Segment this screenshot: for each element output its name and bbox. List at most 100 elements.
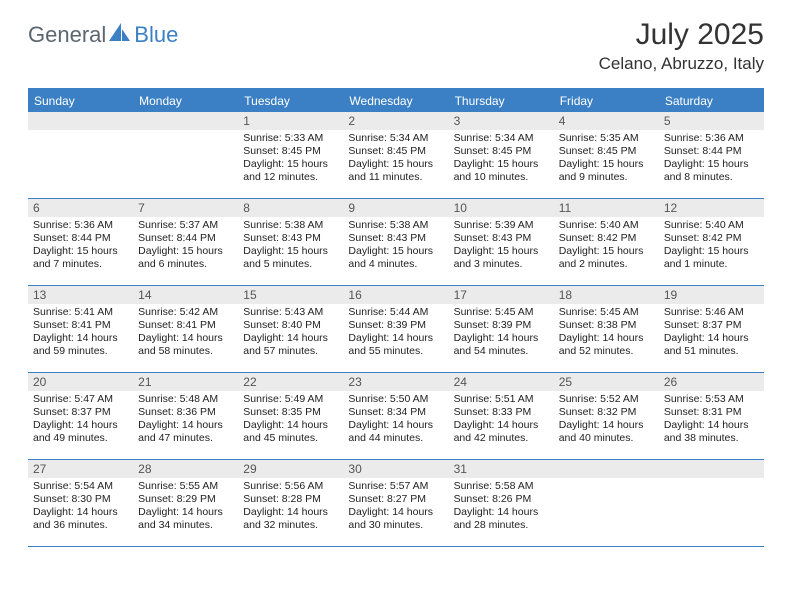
day-number: 21 (133, 373, 238, 391)
day-line: Sunset: 8:31 PM (664, 406, 759, 419)
day-line: Sunrise: 5:41 AM (33, 306, 128, 319)
day-cell: 27Sunrise: 5:54 AMSunset: 8:30 PMDayligh… (28, 460, 133, 546)
day-line: Sunset: 8:44 PM (138, 232, 233, 245)
day-number: 1 (238, 112, 343, 130)
day-line: Sunset: 8:43 PM (454, 232, 549, 245)
day-body: Sunrise: 5:45 AMSunset: 8:39 PMDaylight:… (449, 304, 554, 363)
day-line: and 44 minutes. (348, 432, 443, 445)
day-cell: 7Sunrise: 5:37 AMSunset: 8:44 PMDaylight… (133, 199, 238, 285)
day-body: Sunrise: 5:33 AMSunset: 8:45 PMDaylight:… (238, 130, 343, 189)
day-line: Daylight: 15 hours (664, 158, 759, 171)
day-line: Daylight: 14 hours (664, 419, 759, 432)
day-body: Sunrise: 5:58 AMSunset: 8:26 PMDaylight:… (449, 478, 554, 537)
day-line: Sunrise: 5:52 AM (559, 393, 654, 406)
day-line: Sunrise: 5:33 AM (243, 132, 338, 145)
calendar: SundayMondayTuesdayWednesdayThursdayFrid… (28, 88, 764, 547)
day-number: 3 (449, 112, 554, 130)
day-line: Sunset: 8:26 PM (454, 493, 549, 506)
day-body: Sunrise: 5:56 AMSunset: 8:28 PMDaylight:… (238, 478, 343, 537)
dow-header-cell: Thursday (449, 90, 554, 112)
day-body: Sunrise: 5:55 AMSunset: 8:29 PMDaylight:… (133, 478, 238, 537)
day-line: Daylight: 14 hours (348, 332, 443, 345)
location-subtitle: Celano, Abruzzo, Italy (599, 54, 764, 74)
day-body (554, 478, 659, 484)
day-body: Sunrise: 5:34 AMSunset: 8:45 PMDaylight:… (449, 130, 554, 189)
day-line: Sunrise: 5:39 AM (454, 219, 549, 232)
day-line: Daylight: 14 hours (138, 332, 233, 345)
day-body: Sunrise: 5:36 AMSunset: 8:44 PMDaylight:… (28, 217, 133, 276)
day-line: Sunset: 8:34 PM (348, 406, 443, 419)
day-line: Sunrise: 5:57 AM (348, 480, 443, 493)
day-line: Sunrise: 5:37 AM (138, 219, 233, 232)
day-line: Sunrise: 5:54 AM (33, 480, 128, 493)
day-number: 27 (28, 460, 133, 478)
day-cell: 20Sunrise: 5:47 AMSunset: 8:37 PMDayligh… (28, 373, 133, 459)
day-line: Daylight: 14 hours (243, 506, 338, 519)
day-line: and 4 minutes. (348, 258, 443, 271)
day-number: 19 (659, 286, 764, 304)
day-body: Sunrise: 5:42 AMSunset: 8:41 PMDaylight:… (133, 304, 238, 363)
day-line: Sunrise: 5:43 AM (243, 306, 338, 319)
title-block: July 2025 Celano, Abruzzo, Italy (599, 18, 764, 74)
day-line: Sunset: 8:39 PM (348, 319, 443, 332)
day-line: and 9 minutes. (559, 171, 654, 184)
day-cell (659, 460, 764, 546)
day-body: Sunrise: 5:47 AMSunset: 8:37 PMDaylight:… (28, 391, 133, 450)
day-line: Sunset: 8:29 PM (138, 493, 233, 506)
day-number: 8 (238, 199, 343, 217)
header: General Blue July 2025 Celano, Abruzzo, … (0, 0, 792, 82)
day-line: Sunset: 8:37 PM (664, 319, 759, 332)
day-cell: 31Sunrise: 5:58 AMSunset: 8:26 PMDayligh… (449, 460, 554, 546)
day-number: 4 (554, 112, 659, 130)
day-cell: 10Sunrise: 5:39 AMSunset: 8:43 PMDayligh… (449, 199, 554, 285)
day-line: Sunrise: 5:49 AM (243, 393, 338, 406)
day-line: Sunrise: 5:34 AM (348, 132, 443, 145)
day-number: 26 (659, 373, 764, 391)
day-number: 28 (133, 460, 238, 478)
day-line: and 6 minutes. (138, 258, 233, 271)
day-line: Sunrise: 5:35 AM (559, 132, 654, 145)
day-cell: 19Sunrise: 5:46 AMSunset: 8:37 PMDayligh… (659, 286, 764, 372)
day-cell: 24Sunrise: 5:51 AMSunset: 8:33 PMDayligh… (449, 373, 554, 459)
day-body (133, 130, 238, 136)
day-line: Sunrise: 5:44 AM (348, 306, 443, 319)
day-line: and 12 minutes. (243, 171, 338, 184)
day-line: and 32 minutes. (243, 519, 338, 532)
day-line: Sunrise: 5:36 AM (33, 219, 128, 232)
day-body: Sunrise: 5:45 AMSunset: 8:38 PMDaylight:… (554, 304, 659, 363)
day-line: and 54 minutes. (454, 345, 549, 358)
dow-header-cell: Friday (554, 90, 659, 112)
day-line: Sunset: 8:27 PM (348, 493, 443, 506)
day-number: 6 (28, 199, 133, 217)
day-body: Sunrise: 5:49 AMSunset: 8:35 PMDaylight:… (238, 391, 343, 450)
day-line: Sunset: 8:37 PM (33, 406, 128, 419)
day-body: Sunrise: 5:51 AMSunset: 8:33 PMDaylight:… (449, 391, 554, 450)
brand-sail-icon (109, 23, 131, 48)
day-line: and 38 minutes. (664, 432, 759, 445)
day-line: and 42 minutes. (454, 432, 549, 445)
day-line: Daylight: 14 hours (454, 506, 549, 519)
day-line: Sunset: 8:41 PM (138, 319, 233, 332)
day-line: and 51 minutes. (664, 345, 759, 358)
day-number: 15 (238, 286, 343, 304)
day-number: 9 (343, 199, 448, 217)
day-line: and 28 minutes. (454, 519, 549, 532)
day-line: and 36 minutes. (33, 519, 128, 532)
week-row: 20Sunrise: 5:47 AMSunset: 8:37 PMDayligh… (28, 373, 764, 460)
day-line: Daylight: 15 hours (454, 158, 549, 171)
day-line: Sunset: 8:40 PM (243, 319, 338, 332)
day-line: and 1 minute. (664, 258, 759, 271)
day-body: Sunrise: 5:41 AMSunset: 8:41 PMDaylight:… (28, 304, 133, 363)
day-line: Daylight: 14 hours (348, 419, 443, 432)
day-number (133, 112, 238, 130)
day-cell: 17Sunrise: 5:45 AMSunset: 8:39 PMDayligh… (449, 286, 554, 372)
dow-header-cell: Wednesday (343, 90, 448, 112)
day-line: Daylight: 14 hours (243, 332, 338, 345)
day-line: and 34 minutes. (138, 519, 233, 532)
day-line: Daylight: 14 hours (664, 332, 759, 345)
day-line: and 2 minutes. (559, 258, 654, 271)
day-line: Daylight: 14 hours (454, 332, 549, 345)
day-number: 23 (343, 373, 448, 391)
day-cell: 11Sunrise: 5:40 AMSunset: 8:42 PMDayligh… (554, 199, 659, 285)
day-cell: 6Sunrise: 5:36 AMSunset: 8:44 PMDaylight… (28, 199, 133, 285)
